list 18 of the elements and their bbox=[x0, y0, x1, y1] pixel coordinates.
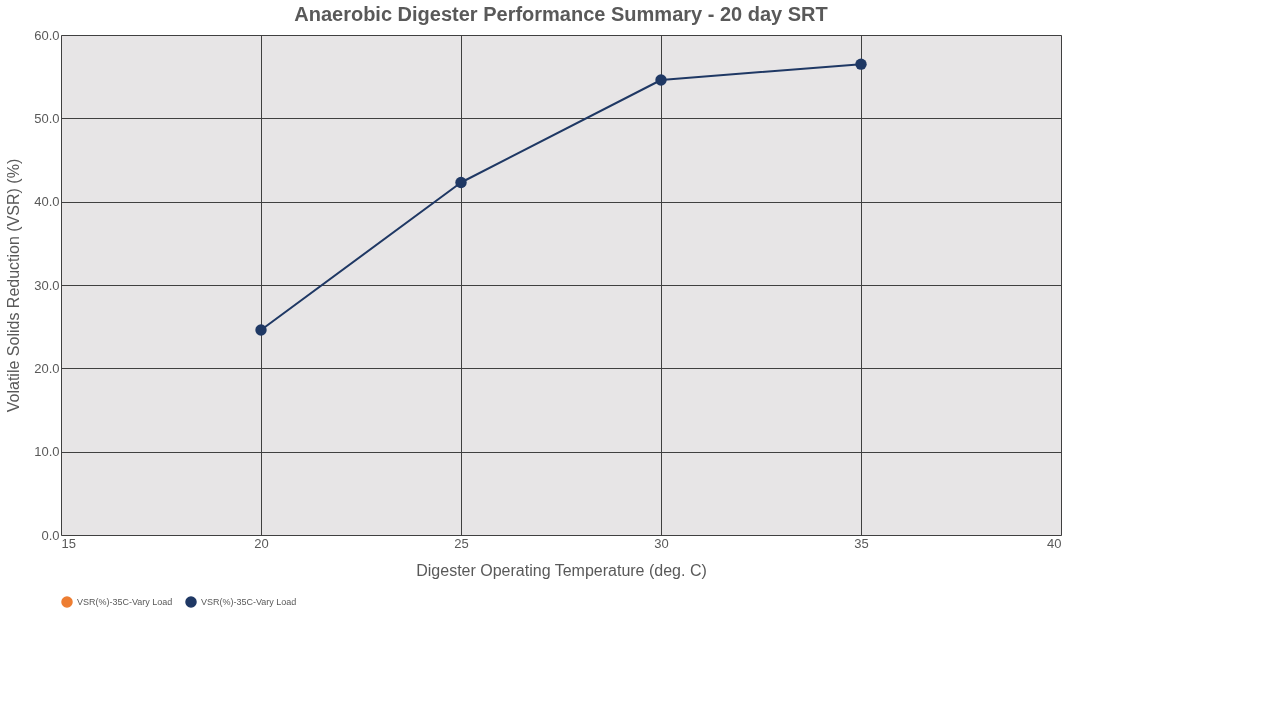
legend-label: VSR(%)-35C-Vary Load bbox=[77, 597, 173, 607]
y-tick-label: 50.0 bbox=[34, 110, 60, 126]
x-tick-label: 15 bbox=[61, 535, 76, 551]
x-tick-label: 25 bbox=[454, 535, 469, 551]
y-tick-label: 10.0 bbox=[34, 444, 60, 460]
x-tick-label: 30 bbox=[654, 535, 669, 551]
x-tick-label: 35 bbox=[854, 535, 869, 551]
chart-title: Anaerobic Digester Performance Summary - 20 day SRT bbox=[294, 3, 828, 25]
x-tick-label: 40 bbox=[1047, 535, 1062, 551]
y-tick-label: 30.0 bbox=[34, 277, 60, 293]
legend-label: VSR(%)-35C-Vary Load bbox=[201, 597, 297, 607]
y-tick-label: 60.0 bbox=[34, 27, 60, 43]
y-tick-label: 0.0 bbox=[41, 527, 60, 543]
x-tick-label: 20 bbox=[254, 535, 269, 551]
y-tick-label: 40.0 bbox=[34, 194, 60, 210]
y-tick-label: 20.0 bbox=[34, 360, 60, 376]
x-axis-title: Digester Operating Temperature (deg. C) bbox=[416, 561, 707, 579]
y-axis-title: Volatile Solids Reduction (VSR) (%) bbox=[5, 158, 23, 413]
